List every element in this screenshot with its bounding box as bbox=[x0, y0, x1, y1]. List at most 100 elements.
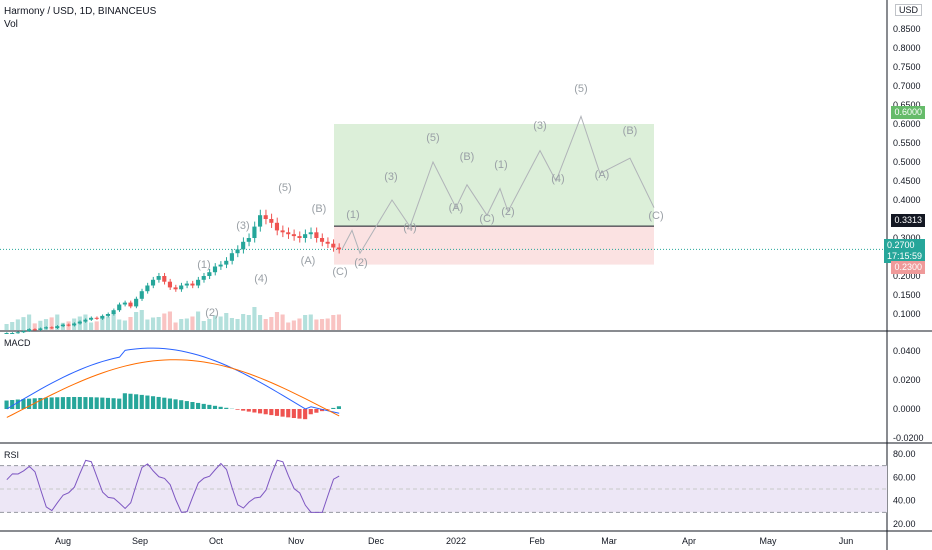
wave-label: (4) bbox=[551, 173, 564, 185]
macd-bar bbox=[100, 397, 105, 409]
signal-line bbox=[6, 359, 340, 418]
price-tick-label: 0.3000 bbox=[893, 233, 921, 243]
price-tick-label: 0.8000 bbox=[893, 43, 921, 53]
macd-bar bbox=[314, 409, 319, 413]
volume-bar bbox=[117, 319, 122, 330]
macd-bar bbox=[280, 409, 285, 417]
price-tick-label: 0.5000 bbox=[893, 157, 921, 167]
volume-bar bbox=[212, 315, 218, 330]
candle-body bbox=[72, 323, 77, 326]
candle-body bbox=[331, 243, 336, 248]
time-tick-label: Mar bbox=[601, 536, 617, 546]
volume-bar bbox=[297, 318, 302, 330]
macd-histogram bbox=[4, 393, 341, 420]
macd-title: MACD bbox=[4, 338, 31, 348]
candle-body bbox=[49, 327, 54, 329]
candle-body bbox=[111, 310, 116, 314]
volume-bar bbox=[111, 313, 116, 330]
candle-body bbox=[297, 236, 302, 238]
wave-label: (3) bbox=[236, 220, 249, 232]
volume-bar bbox=[128, 317, 133, 330]
candle-body bbox=[128, 302, 133, 307]
volume-bar bbox=[308, 314, 313, 330]
macd-bar bbox=[55, 397, 60, 409]
volume-bar bbox=[27, 314, 32, 330]
wave-labels: (1) (2) (3) (4) (5) (A) (B) (C) (1) (2) (3) (4) (5) (… bbox=[197, 83, 663, 319]
candle-body bbox=[89, 317, 94, 320]
time-tick-label: Aug bbox=[55, 536, 71, 546]
time-axis[interactable]: Aug Sep Oct Nov Dec 2022 Feb Mar Apr May Jun bbox=[55, 536, 853, 546]
currency-button[interactable]: USD bbox=[894, 4, 922, 16]
candle-body bbox=[150, 279, 156, 286]
time-tick-label: 2022 bbox=[446, 536, 466, 546]
wave-label: (1) bbox=[197, 259, 210, 271]
macd-bar bbox=[235, 409, 240, 410]
volume-label: Vol bbox=[4, 19, 18, 30]
volume-bar bbox=[218, 316, 223, 330]
macd-bar bbox=[269, 409, 274, 416]
macd-bar bbox=[252, 409, 257, 413]
wave-label: (3) bbox=[384, 171, 397, 183]
candle-body bbox=[314, 232, 319, 238]
macd-bar bbox=[128, 393, 133, 409]
price-tick-label: 0.1500 bbox=[893, 290, 921, 300]
macd-bar bbox=[241, 409, 246, 411]
macd-bar bbox=[139, 394, 144, 409]
wave-label: (C) bbox=[332, 266, 347, 278]
candlesticks bbox=[4, 209, 341, 334]
target-zone bbox=[334, 124, 654, 227]
macd-bar bbox=[274, 409, 280, 416]
wave-label: (A) bbox=[595, 169, 610, 181]
candle-body bbox=[319, 238, 325, 242]
macd-bar bbox=[10, 400, 15, 409]
wave-projection-path bbox=[341, 114, 655, 255]
macd-bar bbox=[122, 393, 127, 409]
macd-bar bbox=[150, 396, 156, 409]
macd-bar bbox=[105, 397, 111, 409]
macd-bar bbox=[4, 400, 9, 409]
volume-bars bbox=[4, 307, 341, 330]
candle-body bbox=[252, 226, 257, 238]
volume-bar bbox=[314, 319, 319, 330]
rsi-tick-label: 40.00 bbox=[893, 496, 916, 506]
volume-bar bbox=[235, 319, 240, 330]
candle-body bbox=[60, 324, 65, 327]
macd-bar bbox=[336, 406, 341, 409]
macd-bar bbox=[134, 394, 139, 409]
volume-bar bbox=[196, 311, 201, 330]
candle-body bbox=[4, 333, 9, 334]
volume-bar bbox=[173, 322, 178, 330]
wave-label: (B) bbox=[460, 151, 475, 163]
volume-bar bbox=[15, 319, 20, 330]
candle-body bbox=[235, 249, 240, 254]
price-tick-label: 0.1000 bbox=[893, 309, 921, 319]
time-tick-label: Dec bbox=[368, 536, 385, 546]
macd-bar bbox=[179, 400, 184, 409]
target-price-tag: 0.6000 bbox=[891, 106, 925, 119]
volume-bar bbox=[241, 314, 246, 330]
volume-bar bbox=[286, 322, 291, 330]
wave-label: (B) bbox=[312, 203, 327, 215]
macd-bar bbox=[246, 409, 251, 412]
macd-bar bbox=[212, 405, 218, 409]
candle-body bbox=[122, 302, 127, 305]
candle-body bbox=[117, 304, 122, 311]
rsi-title: RSI bbox=[4, 450, 20, 460]
volume-bar bbox=[105, 316, 111, 330]
wave-label: (C) bbox=[648, 210, 663, 222]
candle-body bbox=[145, 285, 150, 292]
volume-bar bbox=[207, 319, 212, 330]
macd-bar bbox=[156, 396, 161, 409]
candle-body bbox=[15, 332, 20, 334]
volume-bar bbox=[184, 318, 189, 330]
wave-label: (1) bbox=[494, 159, 507, 171]
candle-body bbox=[274, 222, 280, 231]
macd-bar bbox=[38, 397, 43, 409]
volume-bar bbox=[94, 321, 99, 330]
volume-bar bbox=[4, 324, 9, 330]
volume-bar bbox=[280, 314, 285, 330]
macd-bar bbox=[60, 397, 65, 409]
macd-bar bbox=[66, 397, 71, 409]
price-axis[interactable]: 0.8500 0.8000 0.7500 0.7000 0.6500 0.6000 0.55… bbox=[893, 24, 921, 319]
